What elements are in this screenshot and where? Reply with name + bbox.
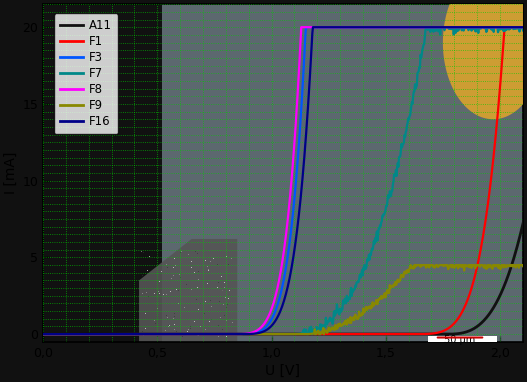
A11 [524, 201, 527, 206]
F9 [407, 263, 414, 267]
A11 [338, 332, 344, 337]
F8 [326, 25, 332, 29]
F1 [353, 332, 359, 337]
F3 [303, 25, 309, 29]
A11 [463, 330, 469, 334]
F8 [463, 25, 470, 29]
F1 [70, 332, 76, 337]
F16 [413, 25, 419, 29]
F1 [413, 332, 419, 337]
F8 [339, 25, 345, 29]
F3 [463, 25, 470, 29]
Legend: A11, F1, F3, F7, F8, F9, F16: A11, F1, F3, F7, F8, F9, F16 [54, 13, 118, 134]
F9 [70, 332, 76, 337]
Line: F1: F1 [43, 27, 527, 334]
F3 [40, 332, 46, 337]
F9 [40, 332, 46, 337]
F7 [463, 25, 470, 29]
FancyBboxPatch shape [428, 336, 496, 342]
Y-axis label: I [mA]: I [mA] [4, 152, 18, 194]
F9 [325, 326, 331, 331]
Line: F7: F7 [43, 27, 527, 334]
Text: 50 μm: 50 μm [444, 335, 476, 345]
F7 [338, 309, 344, 314]
F1 [40, 332, 46, 337]
A11 [325, 332, 331, 337]
X-axis label: U [V]: U [V] [266, 364, 300, 378]
F1 [463, 301, 469, 306]
F7 [413, 86, 419, 91]
F7 [325, 319, 331, 324]
F9 [338, 324, 344, 328]
Polygon shape [139, 239, 237, 342]
Polygon shape [443, 0, 527, 119]
F7 [424, 25, 430, 29]
A11 [40, 332, 46, 337]
F8 [298, 25, 305, 29]
Line: A11: A11 [43, 204, 527, 334]
F8 [354, 25, 360, 29]
Line: F3: F3 [43, 27, 527, 334]
Polygon shape [162, 4, 527, 342]
F16 [70, 332, 76, 337]
F8 [70, 332, 76, 337]
F16 [40, 332, 46, 337]
F9 [463, 264, 470, 269]
F1 [502, 25, 508, 29]
F1 [338, 332, 344, 337]
Line: F8: F8 [43, 27, 527, 334]
A11 [70, 332, 76, 337]
F16 [463, 25, 470, 29]
F3 [70, 332, 76, 337]
A11 [353, 332, 359, 337]
F3 [413, 25, 419, 29]
F3 [326, 25, 332, 29]
F9 [413, 263, 419, 267]
Line: F16: F16 [43, 27, 527, 334]
F3 [354, 25, 360, 29]
F7 [70, 332, 76, 337]
F9 [353, 314, 359, 319]
F16 [339, 25, 345, 29]
F8 [413, 25, 419, 29]
F7 [353, 285, 359, 289]
F16 [326, 25, 332, 29]
A11 [413, 332, 419, 337]
F7 [40, 332, 46, 337]
F16 [354, 25, 360, 29]
F8 [40, 332, 46, 337]
F16 [310, 25, 316, 29]
F3 [339, 25, 345, 29]
Polygon shape [162, 4, 527, 342]
F1 [325, 332, 331, 337]
Line: F9: F9 [43, 265, 527, 334]
